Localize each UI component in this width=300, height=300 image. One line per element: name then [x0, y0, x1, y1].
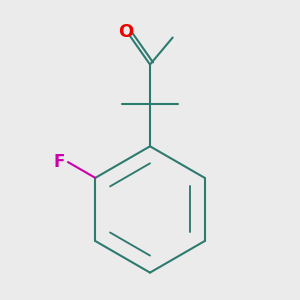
Text: O: O [118, 23, 133, 41]
Text: F: F [54, 153, 65, 171]
